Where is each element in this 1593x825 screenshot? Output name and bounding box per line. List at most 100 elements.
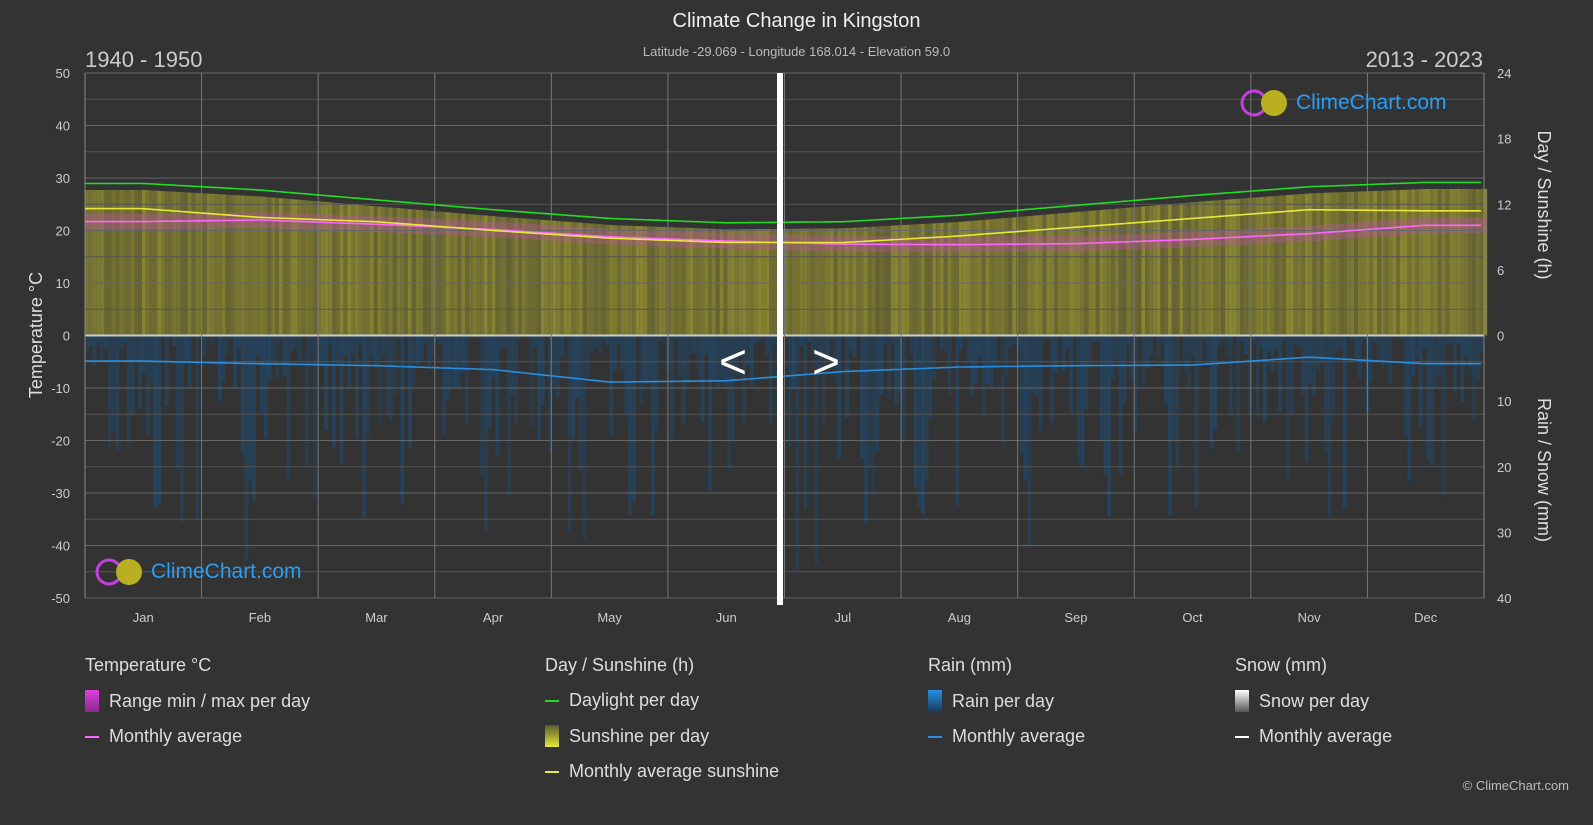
sunshine-bar	[263, 196, 268, 336]
rain-bar	[514, 335, 519, 424]
rain-bar	[696, 335, 701, 377]
sunshine-bar	[902, 224, 906, 336]
logo-text: ClimeChart.com	[1296, 91, 1447, 114]
sunshine-bar	[126, 190, 131, 336]
rain-bar	[867, 335, 872, 468]
rain-bar	[552, 335, 557, 390]
sunshine-bar	[176, 191, 180, 336]
rain-bar	[985, 335, 990, 384]
sunshine-bar	[715, 229, 720, 336]
sunshine-bar	[1255, 197, 1260, 336]
rain-bar	[879, 335, 883, 395]
rain-bar	[727, 335, 731, 470]
prev-arrow[interactable]: <	[719, 336, 747, 389]
sunshine-bar	[822, 228, 826, 336]
y-right-bottom-tick: 40	[1497, 591, 1511, 606]
rain-bar	[1255, 335, 1260, 418]
rain-bar	[96, 335, 101, 346]
sunshine-bar	[286, 198, 291, 336]
sunshine-bar	[541, 219, 545, 336]
rain-bar	[704, 335, 709, 354]
sunshine-bar	[256, 196, 260, 336]
sunshine-bar	[343, 203, 348, 336]
sunshine-bar	[392, 207, 397, 336]
rain-bar	[1225, 335, 1229, 355]
sunshine-bar	[685, 227, 690, 336]
rain-bar	[993, 335, 997, 367]
rain-bar	[1247, 335, 1252, 415]
sunshine-bar	[1225, 199, 1229, 336]
rain-bar	[408, 335, 412, 448]
sunshine-bar	[601, 224, 606, 336]
rain-bar	[290, 335, 294, 352]
rain-bar	[1323, 335, 1328, 453]
rain-bar	[700, 335, 705, 423]
sunshine-bar	[1441, 188, 1446, 336]
y-left-tick: 50	[56, 66, 70, 81]
sunshine-bar	[206, 193, 211, 336]
rain-bar	[921, 335, 925, 515]
rain-bar	[628, 335, 633, 515]
rain-bar	[221, 335, 226, 381]
sunshine-bar	[351, 204, 355, 336]
sunshine-bar	[753, 229, 758, 336]
sunshine-bar	[1000, 218, 1005, 336]
sunshine-bar	[1080, 211, 1085, 336]
sunshine-bar	[484, 215, 488, 336]
sunshine-bar	[1434, 188, 1438, 336]
line-swatch	[545, 699, 559, 702]
period-divider[interactable]	[777, 73, 783, 605]
rain-bar	[518, 335, 522, 338]
sunshine-bar	[1057, 213, 1062, 336]
rain-bar	[909, 335, 914, 357]
logo-icon	[1240, 89, 1287, 117]
sunshine-bar	[598, 224, 602, 336]
sunshine-bar	[1073, 212, 1077, 336]
rain-bar	[85, 335, 89, 353]
sunshine-bar	[750, 229, 754, 336]
sunshine-bar	[981, 219, 986, 336]
rain-bar	[1095, 335, 1100, 343]
rain-bar	[172, 335, 177, 346]
sunshine-bar	[788, 228, 792, 336]
sunshine-bar	[1388, 190, 1393, 336]
rain-bar	[267, 335, 272, 381]
rain-bar	[1350, 335, 1355, 341]
sunshine-bar	[1130, 207, 1134, 336]
y-left-tick: 40	[56, 119, 70, 134]
sunshine-bar	[347, 203, 351, 336]
sunshine-bar	[1415, 189, 1419, 336]
sunshine-bar	[1293, 194, 1298, 336]
logo-bottom[interactable]: ClimeChart.com	[95, 557, 302, 587]
rain-bar	[1384, 335, 1389, 365]
rain-bar	[613, 335, 617, 371]
sunshine-bar	[883, 226, 887, 336]
rain-bar	[104, 335, 108, 348]
rain-bar	[837, 335, 842, 459]
logo-top[interactable]: ClimeChart.com	[1240, 88, 1447, 118]
sunshine-bar	[1187, 202, 1191, 336]
next-arrow[interactable]: >	[812, 336, 840, 389]
rain-bar	[1122, 335, 1127, 403]
sunshine-bar	[928, 223, 933, 336]
rain-bar	[955, 335, 959, 507]
y-left-tick: -40	[51, 539, 70, 554]
rain-bar	[1293, 335, 1298, 345]
y-left-tick: -20	[51, 434, 70, 449]
rain-bar	[271, 335, 275, 363]
rain-bar	[1198, 335, 1203, 364]
sunshine-bar	[708, 228, 712, 336]
rain-bar	[210, 335, 215, 345]
rain-bar	[415, 335, 420, 365]
sunshine-bar	[1103, 209, 1108, 336]
sunshine-bar	[1464, 188, 1469, 336]
sunshine-bar	[1240, 198, 1244, 336]
sunshine-bar	[210, 193, 215, 336]
sunshine-bar	[567, 221, 572, 336]
y-right-top-tick: 0	[1497, 329, 1504, 344]
rain-bar	[206, 335, 211, 342]
rain-bar	[202, 335, 207, 358]
sunshine-bar	[1149, 205, 1153, 336]
legend-item: Monthly average	[952, 726, 1086, 746]
rain-bar	[199, 335, 203, 340]
